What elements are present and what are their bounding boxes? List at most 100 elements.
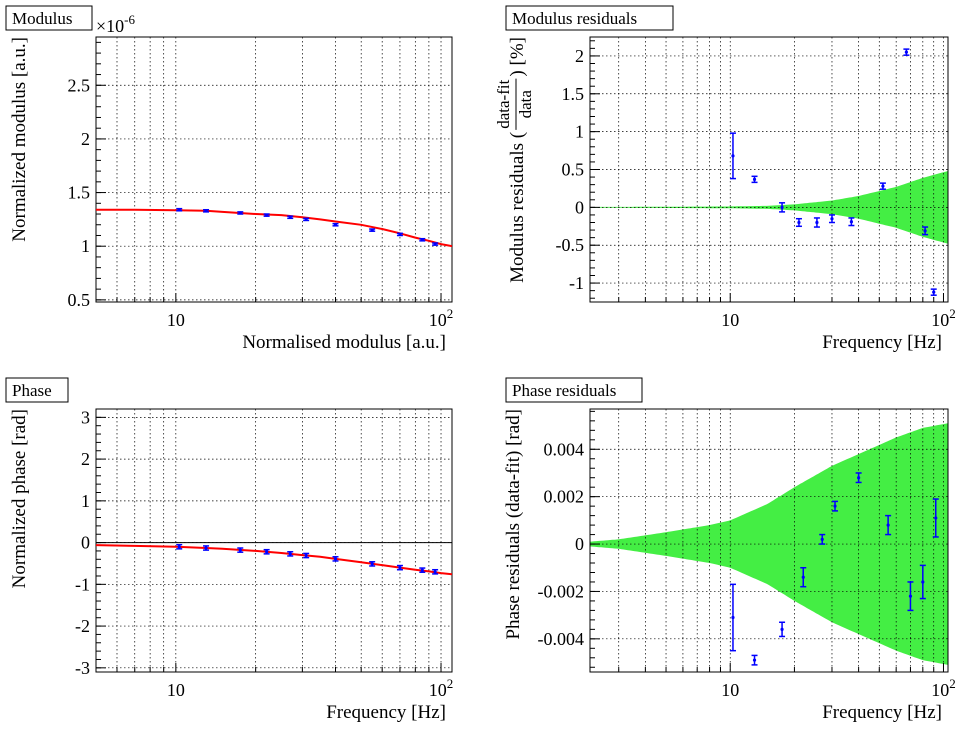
- data-point: [432, 242, 439, 246]
- y-tick-label: -2: [75, 616, 90, 636]
- grid: [95, 409, 452, 672]
- y-tick-label: 1: [81, 491, 90, 511]
- y-tick-label: 0.004: [544, 439, 585, 459]
- x-tick-label: 10: [721, 680, 739, 700]
- data-point: [751, 654, 758, 666]
- data-point: [203, 208, 210, 213]
- y-tick-label: 0: [575, 534, 584, 554]
- data-point: [879, 182, 886, 190]
- panel-title-text: Modulus residuals: [512, 9, 637, 28]
- grid: [95, 37, 452, 302]
- data-point: [332, 222, 339, 227]
- panel-2: 10 102 -3 -2 -1 0 1 2 3 Frequency [Hz] Normalized …: [5, 377, 453, 723]
- data-point: [855, 472, 862, 484]
- x-tick-exponent: 2: [949, 306, 956, 321]
- x-tick-label: 102: [429, 306, 454, 330]
- y-axis-label: Modulus residuals () [%] data-fit data: [494, 37, 535, 283]
- data-point: [263, 548, 270, 555]
- data-point: [203, 545, 210, 551]
- data-point: [932, 498, 939, 538]
- data-point: [303, 217, 310, 222]
- data-point: [729, 583, 736, 652]
- y-tick-label: 2: [81, 129, 90, 149]
- y-tick-label: 0.002: [544, 487, 585, 507]
- data-point: [903, 48, 910, 56]
- data-point: [176, 543, 183, 550]
- data-point: [332, 556, 339, 562]
- y-tick-label: 1.5: [562, 84, 585, 104]
- y-tick-label: -1: [75, 574, 90, 594]
- data-point: [419, 567, 426, 573]
- data-point: [795, 217, 802, 228]
- data-point: [729, 132, 736, 180]
- data-point: [751, 175, 758, 184]
- data-point: [779, 621, 786, 638]
- data-point: [828, 214, 835, 224]
- y-tick-label: 0: [81, 533, 90, 553]
- panel-3: 10 102 -0.004 -0.002 0 0.002 0.004 Frequency [H…: [503, 377, 956, 723]
- x-tick-exponent: 2: [447, 306, 454, 321]
- y-tick-label: -0.5: [556, 235, 585, 255]
- data-point: [432, 568, 439, 575]
- grid: [590, 37, 948, 302]
- x-axis-label: Frequency [Hz]: [822, 332, 942, 353]
- y-tick-label: 1: [575, 122, 584, 142]
- y-axis-label: Normalized phase [rad]: [9, 409, 30, 588]
- y-axis-label-denominator: data: [516, 90, 535, 119]
- panel-title: Phase: [5, 377, 69, 403]
- data-point: [237, 547, 244, 553]
- data-point: [779, 202, 786, 213]
- x-tick-label: 10: [721, 310, 739, 330]
- data-point: [287, 551, 294, 557]
- panel-title-text: Phase: [12, 381, 52, 400]
- data-point: [848, 217, 855, 227]
- y-tick-label: 2: [575, 46, 584, 66]
- y-tick-label: 0.5: [68, 290, 91, 310]
- fit-curve: [96, 544, 452, 576]
- data-point: [237, 211, 244, 215]
- y-axis-label-suffix: ) [%]: [507, 37, 528, 77]
- data-point: [396, 232, 403, 237]
- data-point: [832, 500, 839, 512]
- data-point: [930, 288, 937, 296]
- uncertainty-band: [590, 423, 948, 665]
- data-point: [919, 564, 926, 600]
- y-axis-label: Phase residuals (data-fit) [rad]: [503, 409, 524, 640]
- y-tick-label: 2: [81, 449, 90, 469]
- y-axis-label-prefix: Modulus residuals (: [507, 132, 528, 283]
- plot-frame: [589, 408, 949, 673]
- x-tick-label: 102: [931, 306, 956, 330]
- y-tick-label: -1: [569, 273, 584, 293]
- data-point: [303, 552, 310, 559]
- x-tick-exponent: 2: [949, 676, 956, 691]
- x-tick-label: 10: [167, 680, 185, 700]
- x-tick-label: 10: [167, 310, 185, 330]
- data-point: [287, 215, 294, 220]
- x-axis-label: Frequency [Hz]: [822, 702, 942, 723]
- y-tick-label: 0: [575, 197, 584, 217]
- data-point: [263, 213, 270, 217]
- panel-0: 10 102 0.5 1 1.5 2 2.5 ×10-6 Normalised modulus …: [5, 5, 454, 353]
- y-tick-label: 0.5: [562, 160, 585, 180]
- x-axis-label: Normalised modulus [a.u.]: [242, 332, 446, 353]
- panel-title-text: Modulus: [12, 9, 72, 28]
- data-point: [369, 228, 376, 232]
- data-point: [922, 226, 929, 236]
- data-point: [396, 564, 403, 571]
- y-tick-label: 1.5: [68, 183, 91, 203]
- data-point: [907, 581, 914, 612]
- y-tick-label: 1: [81, 236, 90, 256]
- plot-frame: [95, 36, 453, 303]
- data-point: [813, 217, 820, 228]
- y-tick-label: 3: [81, 407, 90, 427]
- data-point: [800, 566, 807, 588]
- data-point: [176, 207, 183, 212]
- panel-title: Phase residuals: [505, 377, 643, 403]
- panel-title-text: Phase residuals: [512, 381, 616, 400]
- panel-title: Modulus residuals: [505, 5, 674, 31]
- y-tick-label: 2.5: [68, 75, 91, 95]
- uncertainty-band: [590, 171, 948, 244]
- panel-title: Modulus: [5, 5, 93, 31]
- data-point: [369, 561, 376, 567]
